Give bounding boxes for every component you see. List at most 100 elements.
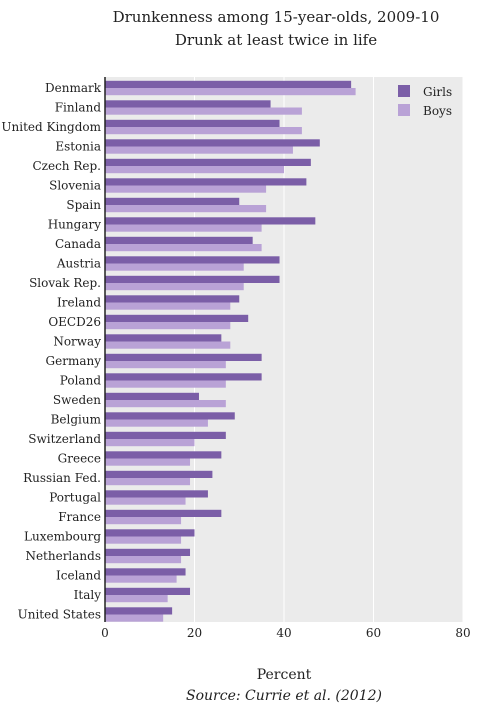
- x-tick-label: 0: [101, 626, 109, 640]
- category-label: OECD26: [48, 315, 101, 329]
- bar-girls: [105, 587, 191, 595]
- bar-girls: [105, 607, 173, 615]
- bar-boys: [105, 263, 244, 271]
- bar-girls: [105, 568, 186, 576]
- x-tick-label: 20: [187, 626, 202, 640]
- category-label: Netherlands: [25, 549, 101, 563]
- bar-boys: [105, 283, 244, 291]
- category-label: Ireland: [57, 296, 101, 310]
- bar-girls: [105, 529, 195, 537]
- bar-boys: [105, 595, 168, 603]
- bar-girls: [105, 314, 249, 322]
- category-label: Spain: [66, 198, 101, 212]
- bar-girls: [105, 256, 280, 264]
- bar-girls: [105, 178, 307, 186]
- legend-swatch-boys: [398, 104, 410, 116]
- category-label: Czech Rep.: [32, 159, 101, 173]
- bar-boys: [105, 88, 356, 96]
- bar-boys: [105, 361, 226, 369]
- bar-boys: [105, 536, 182, 544]
- x-tick-label: 40: [276, 626, 291, 640]
- bar-boys: [105, 556, 182, 564]
- category-labels: Denmark Finland United Kingdom Estonia Czech…: [1, 81, 101, 622]
- bar-girls: [105, 392, 199, 400]
- category-label: Austria: [56, 257, 101, 271]
- category-label: Canada: [55, 237, 101, 251]
- bar-boys: [105, 185, 267, 193]
- bar-boys: [105, 575, 177, 583]
- bar-girls: [105, 295, 240, 303]
- bar-boys: [105, 322, 231, 330]
- bar-boys: [105, 244, 262, 252]
- legend-label-boys: Boys: [423, 104, 452, 118]
- category-label: Slovak Rep.: [29, 276, 101, 290]
- category-label: Estonia: [55, 140, 101, 154]
- bar-boys: [105, 146, 293, 154]
- bar-girls: [105, 490, 208, 498]
- legend: Girls Boys: [398, 85, 452, 118]
- category-label: Poland: [60, 374, 102, 388]
- category-label: Sweden: [53, 393, 101, 407]
- category-label: Iceland: [56, 569, 101, 583]
- bar-girls: [105, 470, 213, 478]
- category-label: Denmark: [45, 81, 102, 95]
- source-note: Source: Currie et al. (2012): [186, 688, 382, 704]
- chart-title: Drunkenness among 15-year-olds, 2009-10: [113, 8, 440, 26]
- bar-girls: [105, 275, 280, 283]
- bar-girls: [105, 158, 311, 166]
- chart-subtitle: Drunk at least twice in life: [175, 31, 377, 49]
- category-label: Germany: [46, 354, 102, 368]
- bars: [105, 80, 356, 622]
- category-label: United Kingdom: [1, 120, 101, 134]
- bar-boys: [105, 107, 302, 115]
- category-label: Luxembourg: [24, 530, 101, 544]
- bar-boys: [105, 166, 284, 174]
- bar-girls: [105, 197, 240, 205]
- category-label: Hungary: [48, 218, 101, 232]
- bar-girls: [105, 451, 222, 459]
- bar-girls: [105, 412, 235, 420]
- bar-girls: [105, 509, 222, 517]
- bar-boys: [105, 224, 262, 232]
- bar-boys: [105, 127, 302, 135]
- legend-swatch-girls: [398, 85, 410, 97]
- category-label: Greece: [58, 452, 101, 466]
- bar-girls: [105, 119, 280, 127]
- x-axis-label: Percent: [257, 667, 312, 683]
- bar-boys: [105, 458, 191, 466]
- x-tick-label: 80: [455, 626, 470, 640]
- bar-boys: [105, 205, 267, 213]
- bar-boys: [105, 614, 164, 622]
- category-label: Russian Fed.: [23, 471, 101, 485]
- x-tick-label: 60: [366, 626, 381, 640]
- bar-boys: [105, 497, 186, 505]
- bar-girls: [105, 353, 262, 361]
- bar-girls: [105, 373, 262, 381]
- bar-boys: [105, 380, 226, 388]
- bar-boys: [105, 439, 195, 447]
- bar-boys: [105, 302, 231, 310]
- category-label: Norway: [53, 335, 101, 349]
- legend-label-girls: Girls: [423, 85, 452, 99]
- category-label: Finland: [55, 101, 102, 115]
- bar-girls: [105, 100, 271, 108]
- bar-boys: [105, 478, 191, 486]
- category-label: Belgium: [51, 413, 102, 427]
- bar-girls: [105, 334, 222, 342]
- bar-boys: [105, 419, 208, 427]
- bar-boys: [105, 517, 182, 525]
- bar-girls: [105, 217, 316, 225]
- x-tick-labels: 0 20 40 60 80: [101, 626, 470, 640]
- category-label: France: [58, 510, 101, 524]
- category-label: Switzerland: [28, 432, 101, 446]
- bar-girls: [105, 80, 352, 88]
- bar-boys: [105, 341, 231, 349]
- category-label: United States: [18, 608, 101, 622]
- bar-boys: [105, 400, 226, 408]
- bar-girls: [105, 431, 226, 439]
- bar-girls: [105, 236, 253, 244]
- category-label: Slovenia: [49, 179, 101, 193]
- category-label: Italy: [74, 588, 102, 602]
- category-label: Portugal: [49, 491, 101, 505]
